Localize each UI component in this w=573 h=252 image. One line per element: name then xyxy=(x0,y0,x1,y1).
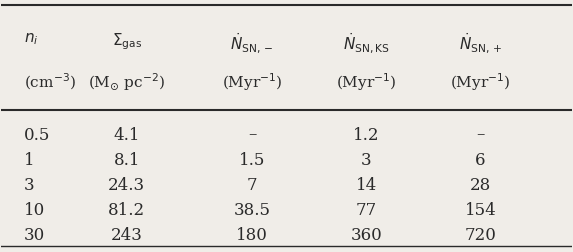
Text: 1.2: 1.2 xyxy=(353,126,379,143)
Text: –: – xyxy=(476,126,485,143)
Text: –: – xyxy=(248,126,257,143)
Text: $n_i$: $n_i$ xyxy=(24,31,39,47)
Text: 720: 720 xyxy=(465,226,496,243)
Text: (cm$^{-3}$): (cm$^{-3}$) xyxy=(24,71,76,91)
Text: 7: 7 xyxy=(247,176,258,193)
Text: 30: 30 xyxy=(24,226,45,243)
Text: 8.1: 8.1 xyxy=(113,151,140,168)
Text: $\dot{N}_{\rm SN,+}$: $\dot{N}_{\rm SN,+}$ xyxy=(458,31,502,55)
Text: 360: 360 xyxy=(351,226,382,243)
Text: 3: 3 xyxy=(24,176,35,193)
Text: (Myr$^{-1}$): (Myr$^{-1}$) xyxy=(222,71,282,93)
Text: (M$_{\odot}$ pc$^{-2}$): (M$_{\odot}$ pc$^{-2}$) xyxy=(88,71,166,92)
Text: $\dot{N}_{\rm SN,-}$: $\dot{N}_{\rm SN,-}$ xyxy=(230,31,274,55)
Text: 4.1: 4.1 xyxy=(113,126,140,143)
Text: 0.5: 0.5 xyxy=(24,126,50,143)
Text: $\Sigma_{\rm gas}$: $\Sigma_{\rm gas}$ xyxy=(112,31,142,52)
Text: 38.5: 38.5 xyxy=(234,201,271,218)
Text: $\dot{N}_{\rm SN,KS}$: $\dot{N}_{\rm SN,KS}$ xyxy=(343,31,390,55)
Text: 28: 28 xyxy=(470,176,491,193)
Text: 154: 154 xyxy=(465,201,496,218)
Text: 10: 10 xyxy=(24,201,45,218)
Text: 1: 1 xyxy=(24,151,35,168)
Text: 24.3: 24.3 xyxy=(108,176,146,193)
Text: 243: 243 xyxy=(111,226,143,243)
Text: 6: 6 xyxy=(475,151,486,168)
Text: (Myr$^{-1}$): (Myr$^{-1}$) xyxy=(336,71,397,93)
Text: 3: 3 xyxy=(361,151,372,168)
Text: 77: 77 xyxy=(356,201,377,218)
Text: 180: 180 xyxy=(236,226,268,243)
Text: 81.2: 81.2 xyxy=(108,201,146,218)
Text: (Myr$^{-1}$): (Myr$^{-1}$) xyxy=(450,71,511,93)
Text: 1.5: 1.5 xyxy=(239,151,265,168)
Text: 14: 14 xyxy=(356,176,377,193)
